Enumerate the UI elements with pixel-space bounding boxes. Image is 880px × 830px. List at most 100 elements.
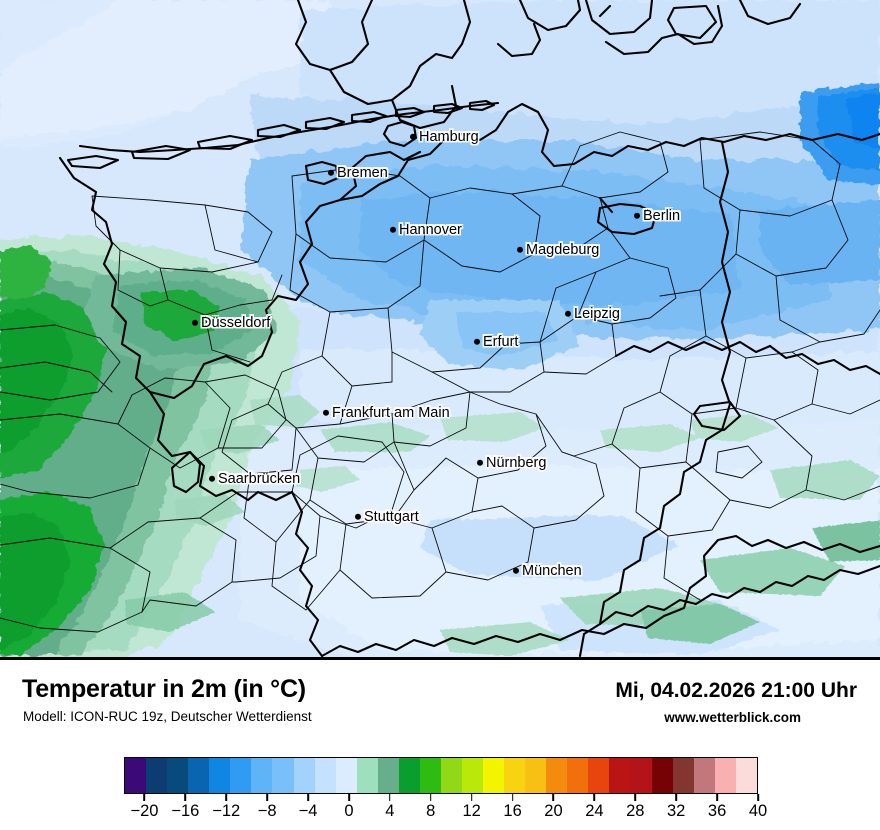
city-label: Erfurt — [483, 333, 519, 350]
colorbar-swatch — [588, 758, 610, 793]
colorbar-tick — [552, 794, 555, 801]
city-dot-icon — [474, 339, 480, 345]
colorbar-tick-label: −8 — [257, 802, 277, 820]
colorbar-tick — [757, 794, 759, 801]
colorbar-swatch — [440, 758, 462, 793]
city-marker: Leipzig — [565, 307, 620, 322]
colorbar-swatch — [125, 758, 147, 793]
city-label: Leipzig — [574, 305, 620, 322]
city-marker: Hamburg — [410, 130, 479, 145]
city-dot-icon — [323, 410, 329, 416]
colorbar-tick — [266, 794, 268, 801]
colorbar-tick — [716, 794, 718, 801]
colorbar-swatch — [188, 758, 210, 793]
city-marker: Berlin — [634, 209, 680, 224]
colorbar-ticks — [124, 794, 759, 801]
temperature-map[interactable]: Hamburg Bremen Hannover Berlin Magdeburg Leip… — [0, 0, 880, 660]
colorbar-tick-label: 0 — [344, 802, 354, 820]
city-marker: Stuttgart — [355, 510, 419, 525]
colorbar-tick-label: −20 — [130, 802, 159, 820]
city-dot-icon — [517, 247, 523, 253]
city-marker: Erfurt — [474, 335, 518, 350]
colorbar-tick-label: 12 — [462, 802, 481, 820]
city-label: Hannover — [399, 221, 462, 238]
colorbar-tick — [634, 794, 637, 801]
borders-layer — [0, 0, 880, 658]
colorbar-tick-label: −16 — [171, 802, 200, 820]
colorbar-swatch — [293, 758, 315, 793]
colorbar-tick-label: 20 — [544, 802, 563, 820]
city-dot-icon — [634, 213, 640, 219]
city-label: Berlin — [643, 207, 681, 224]
city-label: Frankfurt am Main — [332, 404, 450, 421]
colorbar-swatch — [567, 758, 589, 793]
colorbar-swatch — [167, 758, 189, 793]
map-raster — [0, 0, 880, 660]
colorbar-tick — [307, 794, 309, 801]
city-marker: Nürnberg — [477, 456, 546, 471]
city-marker: Bremen — [328, 166, 388, 181]
temperature-colorbar[interactable]: −20 −16 −12 −8 −4 0 4 8 12 16 20 24 28 32 36 40 — [124, 757, 767, 829]
city-dot-icon — [410, 134, 416, 140]
colorbar-swatch — [335, 758, 357, 793]
colorbar-tick — [184, 794, 187, 801]
colorbar-tick-label: 36 — [707, 802, 727, 820]
colorbar-tick-labels: −20 −16 −12 −8 −4 0 4 8 12 16 20 24 28 32 36 40 — [124, 802, 767, 826]
city-dot-icon — [355, 514, 361, 520]
colorbar-swatches — [124, 757, 758, 794]
colorbar-swatch — [377, 758, 399, 793]
city-label: Bremen — [337, 164, 388, 181]
colorbar-swatch — [525, 758, 547, 793]
colorbar-tick — [225, 794, 228, 801]
city-marker: Magdeburg — [517, 243, 599, 258]
city-marker: Saarbrücken — [209, 472, 300, 487]
city-marker: Frankfurt am Main — [323, 406, 450, 421]
colorbar-swatch — [419, 758, 441, 793]
model-subtitle: Modell: ICON-RUC 19z, Deutscher Wetterdi… — [23, 709, 312, 724]
footer-panel: Temperatur in 2m (in °C) Modell: ICON-RU… — [0, 660, 880, 830]
colorbar-tick — [675, 794, 677, 801]
colorbar-tick — [593, 794, 596, 801]
city-label: Düsseldorf — [201, 314, 271, 331]
colorbar-swatch — [609, 758, 631, 793]
colorbar-tick-label: 28 — [626, 802, 645, 820]
colorbar-swatch — [356, 758, 378, 793]
colorbar-swatch — [735, 758, 757, 793]
colorbar-swatch — [672, 758, 694, 793]
colorbar-tick-label: −12 — [212, 802, 241, 820]
colorbar-swatch — [251, 758, 273, 793]
colorbar-tick — [429, 794, 432, 801]
colorbar-tick — [348, 794, 350, 801]
colorbar-tick-label: 16 — [503, 802, 522, 820]
colorbar-swatch — [651, 758, 673, 793]
colorbar-swatch — [146, 758, 168, 793]
colorbar-swatch — [272, 758, 294, 793]
page-title: Temperatur in 2m (in °C) — [22, 675, 306, 703]
colorbar-swatch — [230, 758, 252, 793]
website-credit: www.wetterblick.com — [664, 710, 801, 725]
city-label: Nürnberg — [486, 454, 547, 471]
city-dot-icon — [209, 476, 215, 482]
city-label: Magdeburg — [526, 241, 600, 258]
colorbar-swatch — [504, 758, 526, 793]
colorbar-swatch — [714, 758, 736, 793]
colorbar-tick-label: 32 — [667, 802, 686, 820]
city-label: Saarbrücken — [218, 470, 301, 487]
colorbar-tick — [511, 794, 514, 801]
colorbar-tick-label: 4 — [385, 802, 395, 820]
city-dot-icon — [477, 460, 483, 466]
city-dot-icon — [565, 311, 571, 317]
city-marker: Hannover — [390, 223, 462, 238]
temperature-field-layer — [0, 0, 880, 660]
city-marker: München — [513, 564, 582, 579]
colorbar-swatch — [462, 758, 484, 793]
colorbar-tick-label: −4 — [298, 802, 318, 820]
colorbar-swatch — [693, 758, 715, 793]
city-dot-icon — [192, 320, 198, 326]
city-label: Stuttgart — [364, 508, 419, 525]
colorbar-tick — [389, 794, 391, 801]
colorbar-swatch — [630, 758, 652, 793]
city-dot-icon — [390, 227, 396, 233]
colorbar-tick — [470, 794, 473, 801]
colorbar-swatch — [546, 758, 568, 793]
